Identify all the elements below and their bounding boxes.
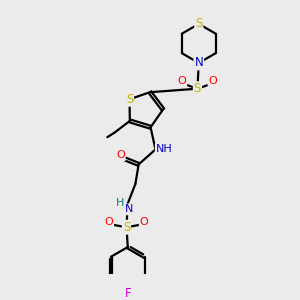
Text: N: N: [125, 204, 134, 214]
Text: O: O: [104, 217, 113, 227]
Text: NH: NH: [156, 144, 172, 154]
Text: F: F: [124, 287, 131, 300]
Text: S: S: [194, 82, 201, 95]
Text: S: S: [195, 17, 202, 30]
Text: O: O: [140, 217, 148, 227]
Text: S: S: [126, 93, 133, 106]
Text: H: H: [116, 198, 124, 208]
Text: O: O: [208, 76, 217, 86]
Text: O: O: [178, 76, 186, 86]
Text: S: S: [123, 221, 130, 234]
Text: O: O: [116, 150, 125, 160]
Text: N: N: [194, 56, 203, 69]
